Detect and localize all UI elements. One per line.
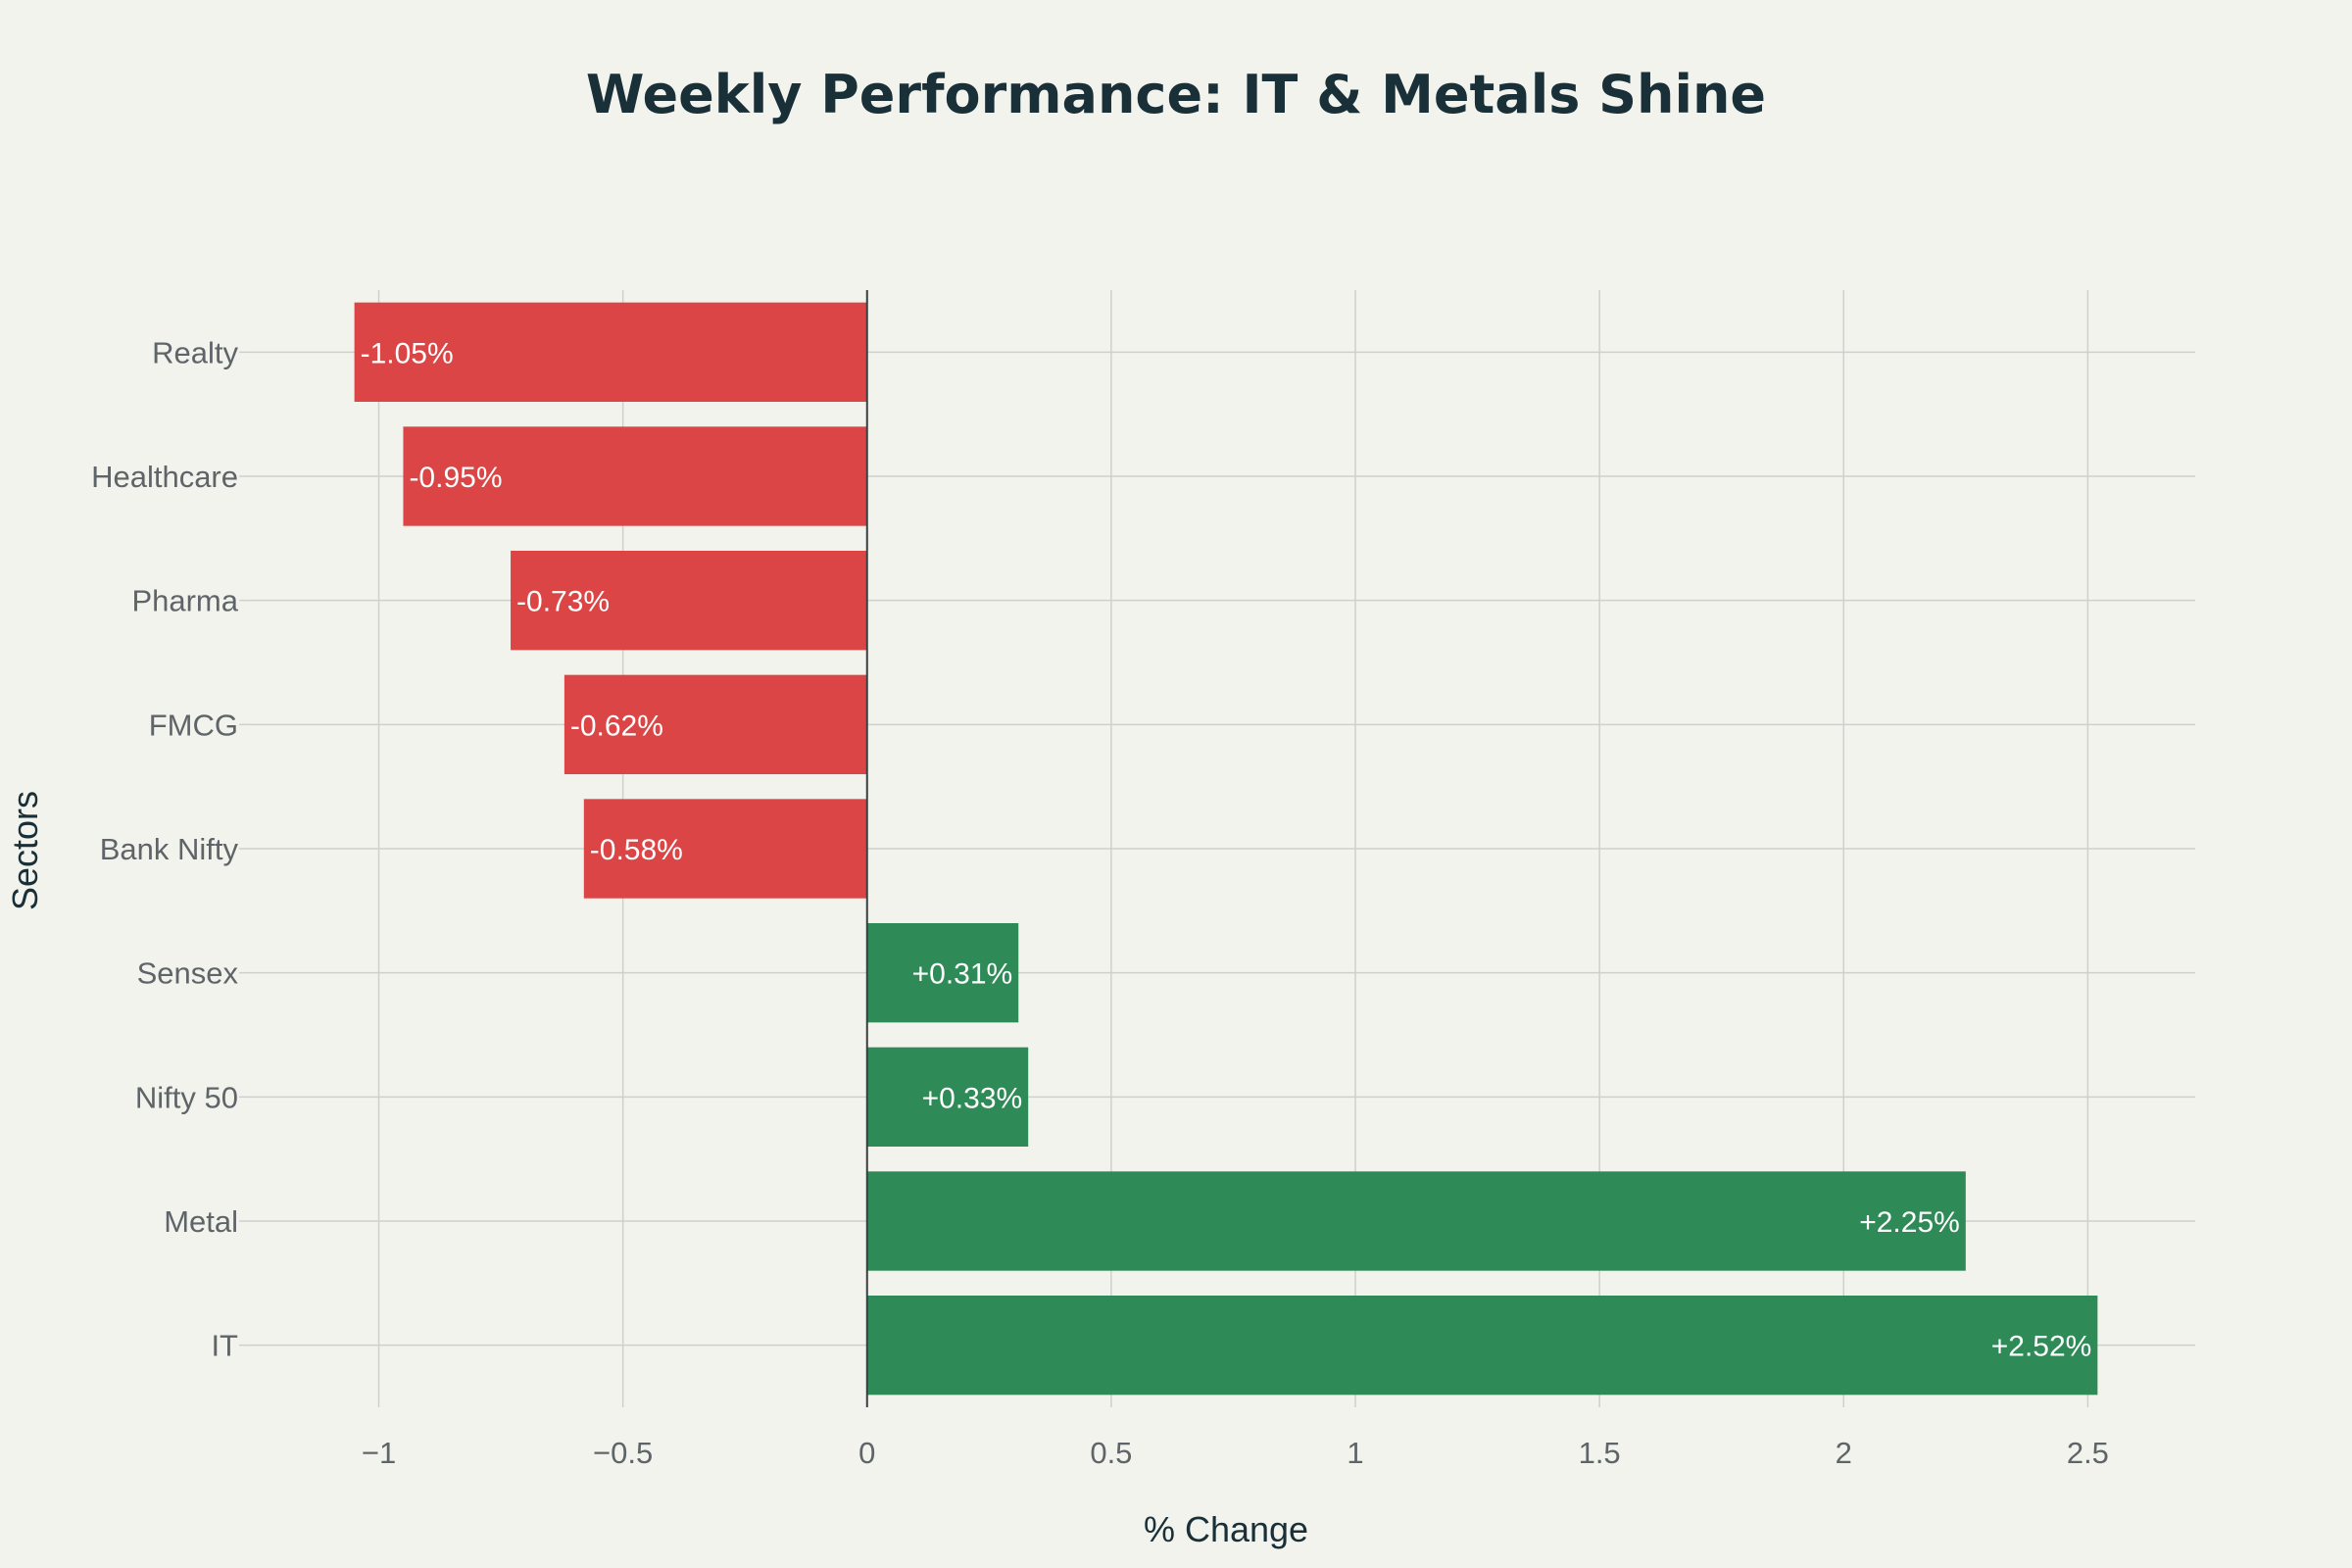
axes: −1 −0.5 0 0.5 1 1.5 2 2.5 Realty Healthcare Pharma… (91, 335, 2109, 1470)
y-tick-label: Nifty 50 (135, 1080, 238, 1114)
bar-data-label: -1.05% (361, 337, 454, 369)
bar-data-label: +0.31% (912, 958, 1013, 991)
bar-data-label: -0.62% (570, 710, 663, 742)
x-tick-label: −0.5 (593, 1436, 653, 1470)
bar-it (866, 1296, 2098, 1396)
y-tick-label: Realty (152, 335, 238, 369)
x-tick-label: −1 (362, 1436, 396, 1470)
x-tick-label: 1.5 (1579, 1436, 1621, 1470)
y-tick-label: Sensex (137, 956, 239, 991)
bar-bank-nifty (583, 799, 867, 899)
y-tick-label: FMCG (149, 708, 238, 742)
bar-nifty-50 (866, 1047, 1029, 1147)
x-tick-label: 0.5 (1090, 1436, 1132, 1470)
bar-healthcare (403, 426, 867, 526)
bar-sensex (866, 923, 1019, 1023)
y-tick-label: Bank Nifty (100, 832, 239, 866)
x-axis-title: % Change (1144, 1509, 1308, 1549)
x-tick-label: 2.5 (2067, 1436, 2109, 1470)
y-tick-label: Pharma (131, 584, 238, 618)
x-tick-label: 1 (1347, 1436, 1363, 1470)
bar-pharma (511, 551, 867, 651)
bar-data-label: -0.58% (590, 834, 683, 866)
bar-data-label: +0.33% (922, 1082, 1023, 1114)
bar-realty (354, 302, 867, 402)
bar-data-label: +2.25% (1859, 1206, 1960, 1239)
bar-data-label: +2.52% (1991, 1331, 2092, 1363)
x-tick-label: 0 (858, 1436, 875, 1470)
y-tick-label: Healthcare (91, 460, 238, 494)
bar-metal (866, 1171, 1966, 1271)
x-tick-label: 2 (1836, 1436, 1852, 1470)
y-axis-title: Sectors (5, 791, 45, 910)
bar-data-label: -0.73% (516, 586, 610, 618)
bar-fmcg (564, 674, 867, 774)
bars: -1.05% -0.95% -0.73% -0.62% -0.58% +0.31% +0.3… (354, 290, 2098, 1407)
bar-data-label: -0.95% (409, 462, 502, 494)
chart-title: Weekly Performance: IT & Metals Shine (586, 64, 1766, 125)
y-tick-label: Metal (164, 1204, 238, 1239)
y-tick-label: IT (211, 1329, 238, 1363)
